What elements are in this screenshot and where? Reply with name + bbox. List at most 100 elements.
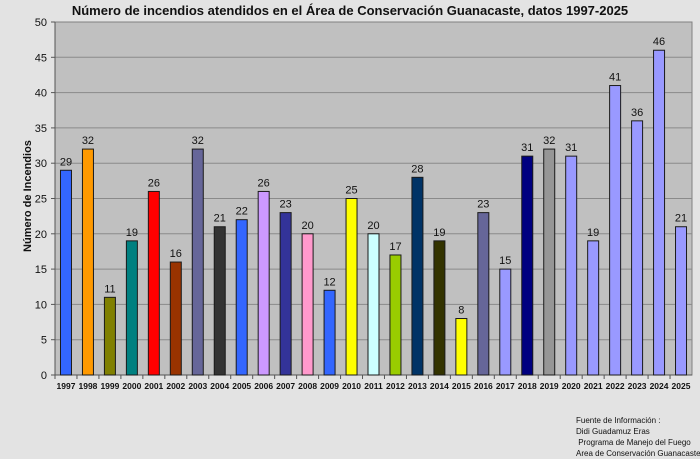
x-tick-label: 2007 bbox=[276, 381, 295, 391]
data-label: 32 bbox=[82, 135, 94, 147]
x-tick-label: 2024 bbox=[650, 381, 669, 391]
bar bbox=[213, 226, 226, 376]
source-note: Fuente de Información : Didi Guadamuz Er… bbox=[576, 415, 700, 459]
y-tick-label: 20 bbox=[35, 229, 47, 241]
data-label: 16 bbox=[170, 248, 182, 260]
bar bbox=[389, 254, 402, 376]
y-tick-label: 10 bbox=[35, 299, 47, 311]
x-tick-label: 2000 bbox=[122, 381, 141, 391]
x-tick-label: 2016 bbox=[474, 381, 493, 391]
data-label: 20 bbox=[301, 220, 313, 232]
bar bbox=[257, 190, 270, 376]
data-label: 8 bbox=[458, 305, 464, 317]
data-label: 20 bbox=[367, 220, 379, 232]
x-tick-label: 2006 bbox=[254, 381, 273, 391]
bar bbox=[169, 261, 182, 376]
source-line: Programa de Manejo del Fuego bbox=[576, 438, 691, 447]
x-tick-label: 2021 bbox=[584, 381, 603, 391]
x-tick-label: 2023 bbox=[628, 381, 647, 391]
bar bbox=[565, 155, 578, 376]
data-label: 23 bbox=[477, 199, 489, 211]
y-axis-label: Número de Incendios bbox=[22, 140, 34, 252]
bar bbox=[411, 176, 424, 376]
data-label: 31 bbox=[521, 142, 533, 154]
y-tick-label: 40 bbox=[35, 88, 47, 100]
data-label: 11 bbox=[104, 283, 115, 295]
x-tick-label: 1998 bbox=[78, 381, 97, 391]
data-label: 28 bbox=[411, 163, 423, 175]
bar bbox=[323, 289, 336, 376]
y-tick-label: 30 bbox=[35, 158, 47, 170]
data-label: 15 bbox=[499, 255, 511, 267]
data-label: 12 bbox=[323, 276, 335, 288]
bar bbox=[301, 233, 314, 376]
bar bbox=[653, 49, 666, 376]
bar bbox=[499, 268, 512, 376]
data-label: 19 bbox=[126, 227, 138, 239]
x-tick-label: 2012 bbox=[386, 381, 405, 391]
x-tick-label: 2009 bbox=[320, 381, 339, 391]
chart-title: Número de incendios atendidos en el Área… bbox=[71, 3, 629, 18]
x-tick-label: 2008 bbox=[298, 381, 317, 391]
data-label: 17 bbox=[389, 241, 401, 253]
bar bbox=[125, 240, 138, 376]
data-label: 26 bbox=[258, 177, 270, 189]
bar bbox=[279, 212, 292, 376]
bar bbox=[631, 120, 644, 376]
bar bbox=[367, 233, 380, 376]
x-tick-label: 2022 bbox=[606, 381, 625, 391]
bar bbox=[103, 296, 116, 376]
source-line: Fuente de Información : bbox=[576, 416, 661, 425]
bar bbox=[235, 219, 248, 376]
bar bbox=[675, 226, 688, 376]
x-tick-label: 2018 bbox=[518, 381, 537, 391]
x-tick-label: 2020 bbox=[562, 381, 581, 391]
x-tick-label: 2025 bbox=[672, 381, 691, 391]
x-tick-label: 2019 bbox=[540, 381, 559, 391]
data-label: 21 bbox=[214, 213, 226, 225]
x-tick-label: 2011 bbox=[364, 381, 383, 391]
y-tick-label: 45 bbox=[35, 52, 47, 64]
data-label: 32 bbox=[192, 135, 204, 147]
data-label: 36 bbox=[631, 107, 643, 119]
x-tick-label: 2001 bbox=[144, 381, 163, 391]
y-tick-label: 5 bbox=[41, 335, 47, 347]
bar bbox=[521, 155, 534, 376]
y-tick-label: 15 bbox=[35, 264, 47, 276]
data-label: 32 bbox=[543, 135, 555, 147]
data-label: 19 bbox=[587, 227, 599, 239]
x-tick-label: 2004 bbox=[210, 381, 229, 391]
bar bbox=[609, 85, 622, 376]
data-label: 25 bbox=[345, 185, 357, 197]
data-label: 21 bbox=[675, 213, 687, 225]
data-label: 31 bbox=[565, 142, 577, 154]
x-tick-label: 2017 bbox=[496, 381, 515, 391]
x-tick-label: 2014 bbox=[430, 381, 449, 391]
x-tick-label: 2010 bbox=[342, 381, 361, 391]
bar bbox=[477, 212, 490, 376]
bar bbox=[147, 190, 160, 376]
x-tick-label: 2005 bbox=[232, 381, 251, 391]
data-label: 26 bbox=[148, 177, 160, 189]
bar bbox=[543, 148, 556, 376]
bar bbox=[433, 240, 446, 376]
bar bbox=[587, 240, 600, 376]
data-label: 41 bbox=[609, 72, 621, 84]
data-label: 19 bbox=[433, 227, 445, 239]
source-line: Didi Guadamuz Eras bbox=[576, 427, 650, 436]
bar bbox=[455, 318, 468, 376]
x-tick-label: 1999 bbox=[100, 381, 119, 391]
data-label: 29 bbox=[60, 156, 72, 168]
bar bbox=[345, 198, 358, 376]
bar bbox=[59, 169, 72, 376]
x-tick-label: 2013 bbox=[408, 381, 427, 391]
y-tick-label: 0 bbox=[41, 370, 47, 382]
y-tick-label: 50 bbox=[35, 17, 47, 29]
x-tick-label: 2002 bbox=[166, 381, 185, 391]
x-tick-label: 2015 bbox=[452, 381, 471, 391]
y-tick-label: 35 bbox=[35, 123, 47, 135]
data-label: 22 bbox=[236, 206, 248, 218]
data-label: 23 bbox=[280, 199, 292, 211]
x-tick-label: 1997 bbox=[57, 381, 76, 391]
